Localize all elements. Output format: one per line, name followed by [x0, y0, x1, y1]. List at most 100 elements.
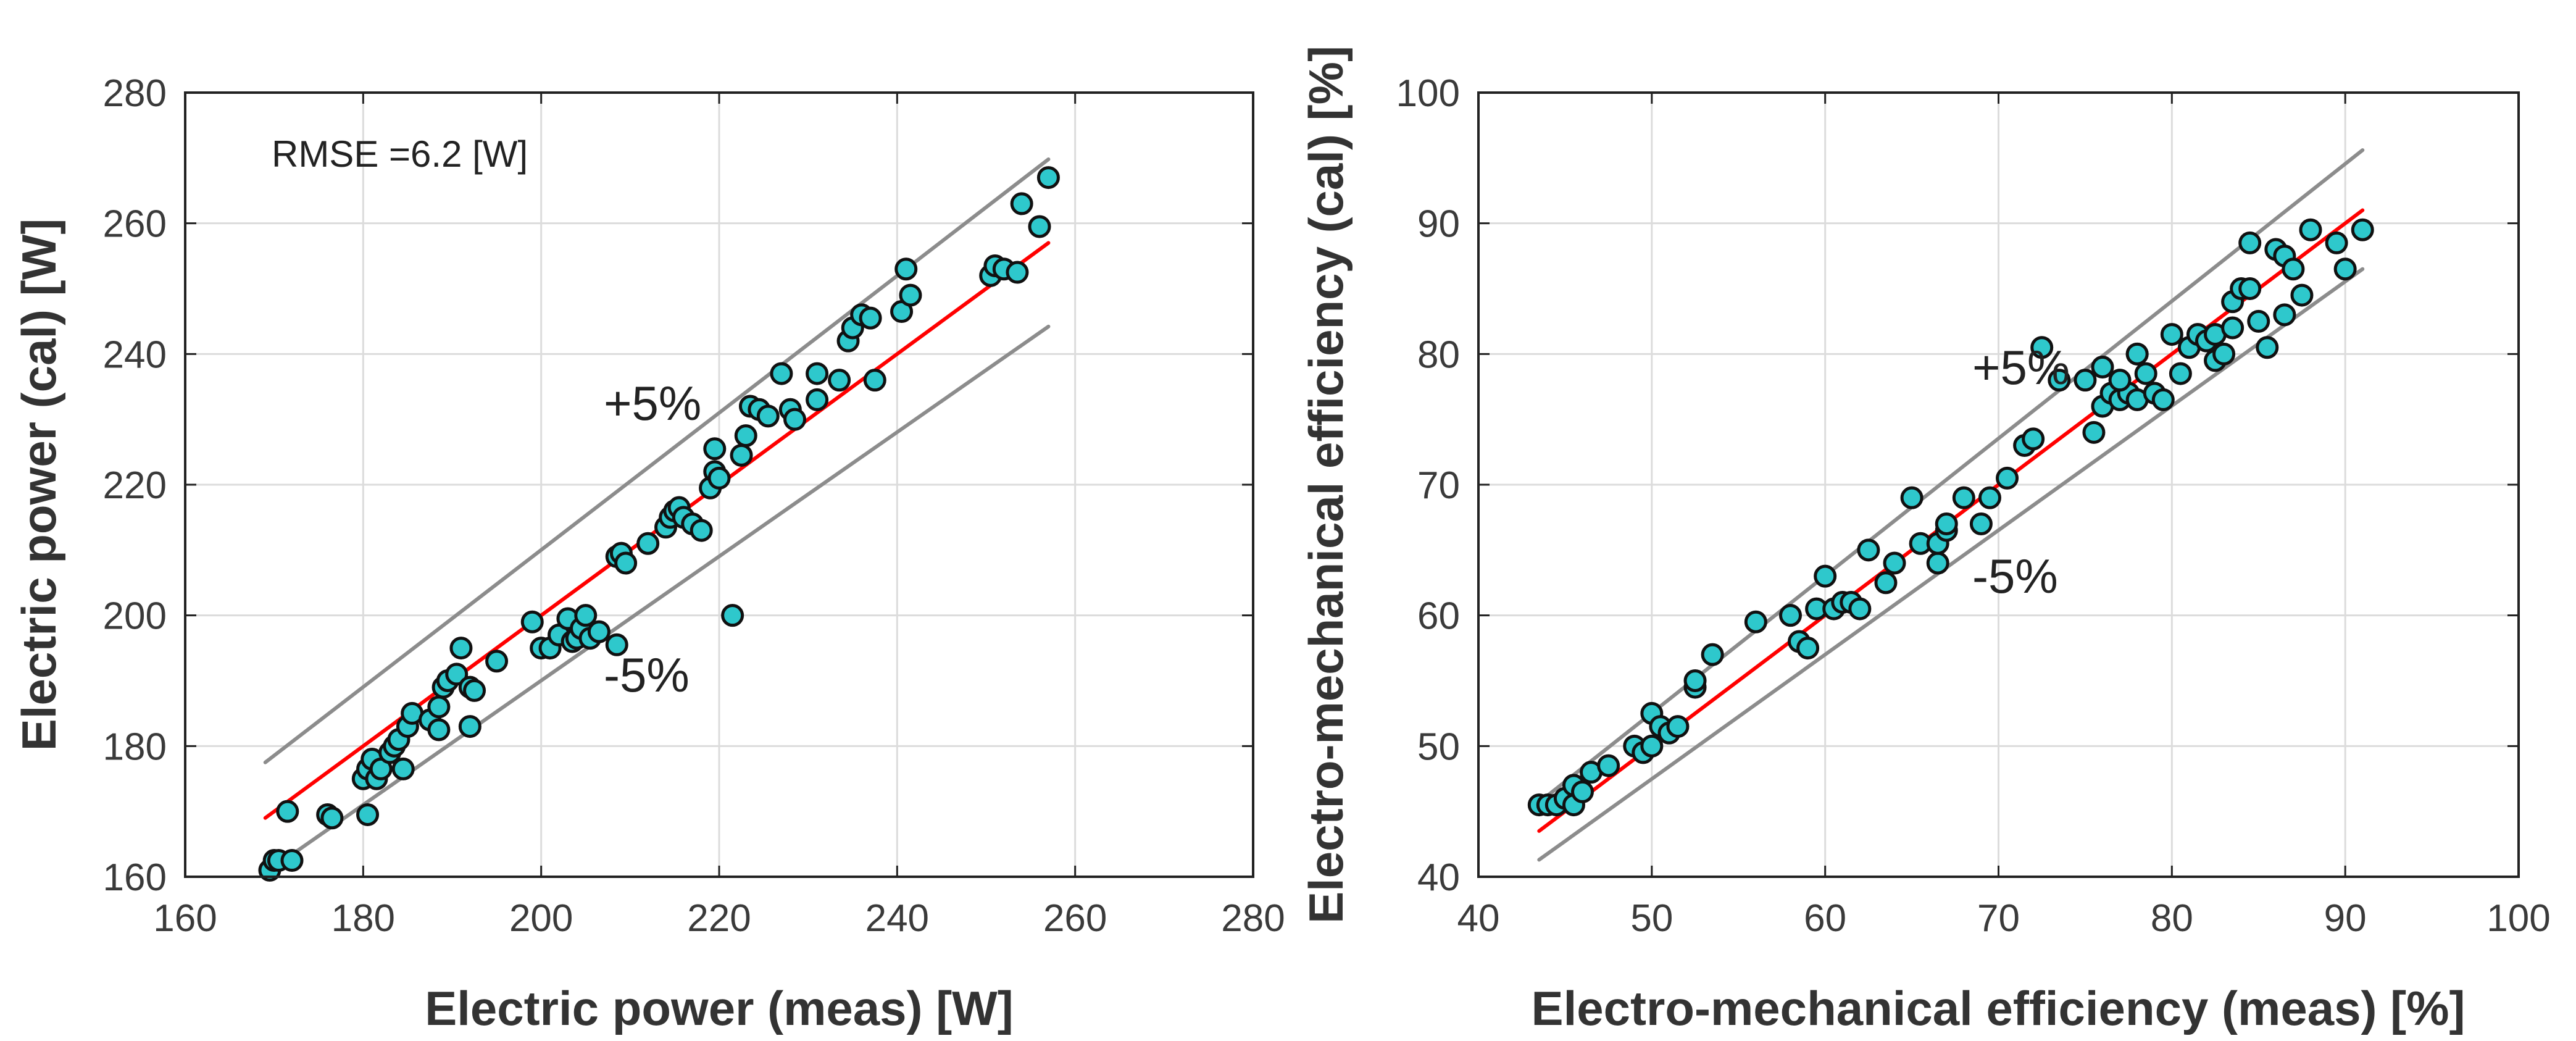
data-point: [828, 369, 851, 392]
data-point: [2299, 218, 2322, 241]
data-point: [1996, 466, 2019, 490]
data-point: [1848, 597, 1872, 621]
data-point: [2212, 342, 2236, 366]
data-point: [574, 604, 598, 627]
x-tick-label: 240: [865, 897, 929, 940]
data-point: [721, 604, 744, 627]
x-tick-label: 40: [1457, 897, 1500, 940]
x-tick-label: 280: [1221, 897, 1285, 940]
data-point: [1571, 780, 1594, 803]
data-point: [703, 437, 727, 461]
x-tick-label: 90: [2324, 897, 2367, 940]
data-point: [2022, 427, 2045, 451]
x-tick-label: 70: [1977, 897, 2020, 940]
data-point: [320, 806, 344, 830]
data-point: [1036, 166, 1060, 190]
y-tick-label: 200: [103, 595, 167, 638]
y-tick-label: 240: [103, 333, 167, 376]
data-point: [806, 362, 829, 385]
data-point: [520, 610, 544, 633]
chart-2: 40 50 60 70 80 90 100 40 50 60 70 80 90 100 Electro-me…: [1299, 46, 2551, 1035]
data-point: [690, 519, 713, 542]
data-point: [2030, 336, 2054, 359]
data-point: [2221, 316, 2245, 340]
data-point: [458, 715, 481, 738]
x-tick-label: 180: [331, 897, 395, 940]
data-point: [2238, 277, 2262, 300]
data-point: [391, 757, 415, 780]
annotation-upper: +5%: [604, 376, 701, 430]
data-point: [1028, 215, 1051, 238]
data-point: [1952, 486, 1975, 509]
x-axis-label: Electric power (meas) [W]: [425, 981, 1014, 1035]
data-point: [1779, 604, 1802, 627]
lower-bound-line: [1537, 267, 2365, 862]
data-point: [1814, 564, 1837, 588]
data-point: [1796, 637, 1820, 660]
x-tick-label: 80: [2151, 897, 2193, 940]
data-point: [2247, 309, 2270, 333]
x-tick-label: 50: [1630, 897, 1673, 940]
x-tick-label: 220: [687, 897, 751, 940]
data-point: [1597, 754, 1620, 777]
x-tick-label: 260: [1043, 897, 1107, 940]
data-point: [1640, 734, 1664, 758]
data-point: [1978, 486, 2001, 509]
y-tick-label: 280: [103, 72, 167, 115]
data-point: [2048, 369, 2071, 392]
data-point: [463, 679, 486, 702]
x-tick-label: 200: [509, 897, 573, 940]
data-point: [2169, 362, 2192, 385]
data-point: [1010, 192, 1033, 215]
data-point: [1874, 571, 1898, 595]
data-point: [730, 443, 753, 467]
data-point: [2282, 257, 2305, 281]
x-axis-label: Electro-mechanical efficiency (meas) [%]: [1532, 981, 2466, 1035]
y-tick-label: 180: [103, 725, 167, 768]
x-tick-label: 100: [2486, 897, 2550, 940]
data-point: [2091, 356, 2114, 378]
data-point: [1883, 551, 1906, 575]
data-point: [859, 306, 882, 330]
data-point: [427, 718, 451, 742]
data-point: [445, 663, 469, 686]
y-tick-label: 100: [1396, 72, 1460, 115]
data-point: [1666, 715, 1690, 738]
y-axis-label: Electro-mechanical efficiency (cal) [%]: [1299, 46, 1353, 924]
data-point: [2351, 218, 2374, 241]
data-point: [2108, 369, 2132, 392]
data-point: [1935, 512, 1958, 535]
y-axis-label: Electric power (cal) [W]: [12, 219, 66, 751]
data-point: [485, 650, 509, 673]
data-point: [587, 620, 611, 643]
data-point: [276, 800, 299, 823]
y-tick-label: 40: [1417, 856, 1460, 899]
data-point: [449, 637, 473, 660]
data-point: [2238, 231, 2262, 254]
annotation-lower: -5%: [604, 648, 690, 702]
data-point: [2125, 342, 2149, 366]
data-point: [806, 388, 829, 411]
data-point: [756, 404, 780, 428]
data-point: [2333, 257, 2357, 281]
data-point: [783, 408, 807, 431]
data-point: [1006, 261, 1029, 284]
data-point: [863, 369, 886, 392]
annotation-rmse: RMSE =6.2 [W]: [272, 133, 528, 175]
data-point: [2151, 388, 2175, 411]
data-point: [2134, 362, 2157, 385]
data-point: [1900, 486, 1924, 509]
data-point: [2256, 336, 2279, 359]
data-point: [1969, 512, 1993, 535]
data-point: [427, 695, 451, 719]
data-point: [636, 532, 660, 555]
data-point: [2074, 369, 2097, 392]
data-point: [734, 424, 757, 448]
data-point: [356, 803, 380, 826]
y-tick-label: 80: [1417, 333, 1460, 376]
data-point: [280, 849, 304, 872]
data-point: [614, 551, 638, 575]
y-tick-label: 70: [1417, 464, 1460, 507]
data-point: [899, 283, 922, 307]
